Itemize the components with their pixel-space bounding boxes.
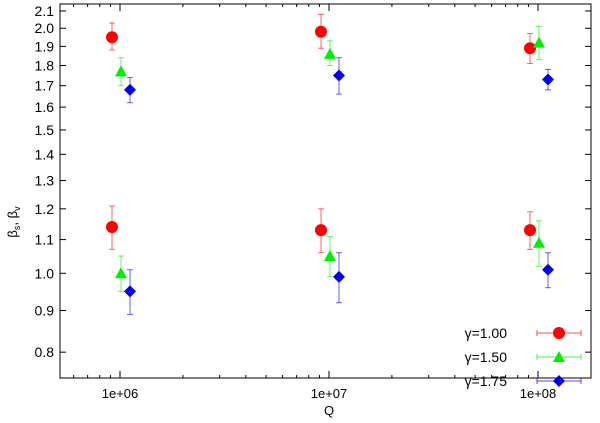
legend-label: γ=1.00 bbox=[465, 325, 508, 341]
triangle-marker-icon bbox=[324, 250, 336, 262]
circle-marker-icon bbox=[524, 42, 536, 55]
y-tick-label: 2.1 bbox=[35, 3, 55, 19]
circle-marker-icon bbox=[106, 220, 118, 233]
y-tick-label: 1.8 bbox=[35, 57, 55, 73]
circle-marker-icon bbox=[315, 224, 327, 237]
x-axis-label: Q bbox=[324, 403, 334, 418]
x-tick-label: 1e+06 bbox=[102, 386, 139, 401]
legend-label: γ=1.75 bbox=[465, 373, 508, 389]
triangle-marker-icon bbox=[533, 36, 545, 48]
diamond-marker-icon bbox=[124, 285, 136, 298]
y-tick-label: 0.8 bbox=[35, 344, 55, 360]
triangle-marker-icon bbox=[115, 267, 127, 279]
plot-frame bbox=[59, 3, 592, 379]
y-tick-labels: 2.12.0 1.9 1.8 1.7 1.6 1.5 1.4 1.3 1.2 1.1 1.0 0.9 0… bbox=[35, 3, 55, 360]
diamond-marker-icon bbox=[124, 83, 136, 96]
y-tick-label: 2.0 bbox=[35, 20, 55, 36]
triangle-marker-icon bbox=[533, 236, 545, 248]
circle-marker-icon bbox=[315, 25, 327, 38]
y-tick-label: 1.0 bbox=[35, 265, 55, 281]
y-axis-label: βs, βv bbox=[5, 206, 22, 238]
x-tick-label: 1e+08 bbox=[520, 386, 557, 401]
legend: γ=1.00 γ=1.50 γ=1.75 bbox=[465, 325, 582, 389]
y-tick-label: 1.1 bbox=[35, 232, 55, 248]
series-triangle bbox=[115, 25, 545, 292]
circle-marker-icon bbox=[524, 224, 536, 237]
x-tick-label: 1e+07 bbox=[311, 386, 348, 401]
circle-marker-icon bbox=[553, 327, 565, 339]
triangle-marker-icon bbox=[115, 65, 127, 77]
y-tick-label: 1.9 bbox=[35, 38, 55, 54]
y-tick-label: 1.5 bbox=[35, 122, 55, 138]
axis-ticks bbox=[60, 4, 591, 378]
y-tick-label: 1.6 bbox=[35, 99, 55, 115]
series-circle bbox=[106, 13, 536, 254]
legend-item: γ=1.00 bbox=[465, 325, 582, 341]
diamond-marker-icon bbox=[542, 263, 554, 276]
legend-item: γ=1.75 bbox=[465, 373, 582, 389]
y-tick-label: 1.4 bbox=[35, 146, 55, 162]
x-tick-labels: 1e+06 1e+07 1e+08 bbox=[102, 386, 557, 401]
triangle-marker-icon bbox=[324, 47, 336, 59]
circle-marker-icon bbox=[106, 31, 118, 44]
y-tick-label: 1.7 bbox=[35, 78, 55, 94]
y-tick-label: 0.9 bbox=[35, 303, 55, 319]
y-tick-label: 1.3 bbox=[35, 173, 55, 189]
diamond-marker-icon bbox=[333, 69, 345, 82]
legend-item: γ=1.50 bbox=[465, 349, 582, 365]
diamond-marker-icon bbox=[553, 375, 565, 387]
diamond-marker-icon bbox=[333, 270, 345, 283]
data-series bbox=[106, 13, 554, 315]
triangle-marker-icon bbox=[553, 351, 565, 362]
series-diamond bbox=[124, 57, 554, 315]
legend-label: γ=1.50 bbox=[465, 349, 508, 365]
y-tick-label: 1.2 bbox=[35, 201, 55, 217]
diamond-marker-icon bbox=[542, 73, 554, 86]
